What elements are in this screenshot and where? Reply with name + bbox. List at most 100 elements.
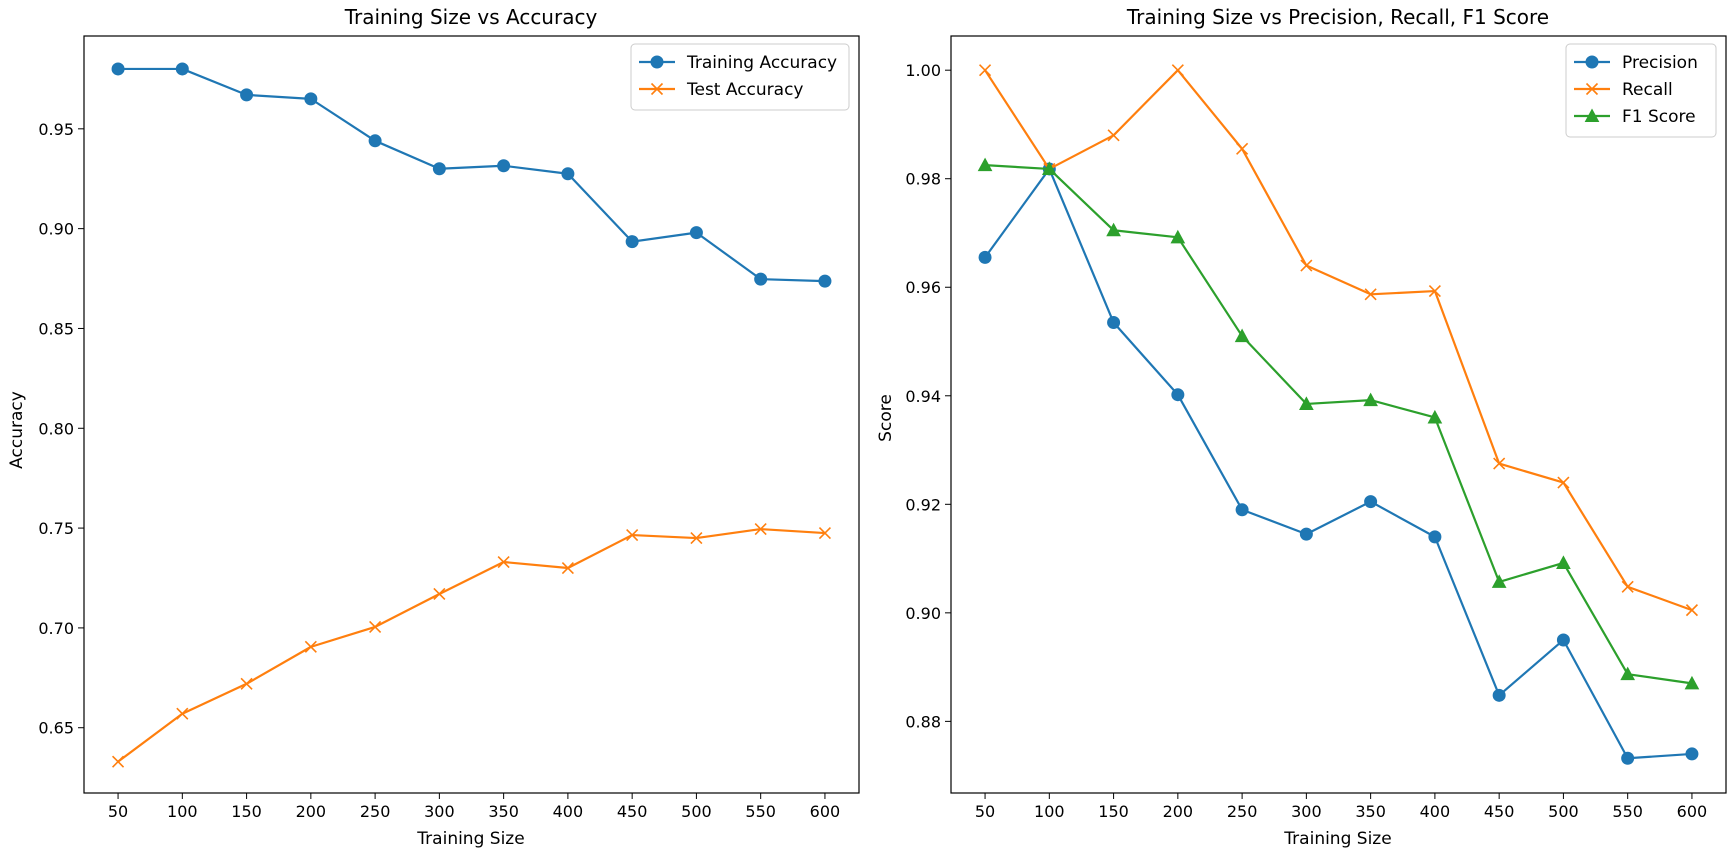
data-point — [1621, 751, 1635, 765]
x-tick-label: 600 — [1677, 802, 1708, 821]
axes-frame — [83, 35, 860, 794]
data-point — [1235, 503, 1249, 517]
data-point — [1107, 316, 1121, 330]
legend-marker — [1584, 108, 1600, 123]
x-tick-label: 400 — [1420, 802, 1451, 821]
data-point — [1684, 675, 1700, 690]
y-tick-label: 0.75 — [38, 519, 74, 538]
y-axis-label: Accuracy — [7, 391, 27, 469]
x-tick-label: 600 — [810, 802, 841, 821]
data-point — [1620, 666, 1636, 681]
data-point — [1493, 457, 1506, 470]
data-point — [626, 529, 639, 542]
data-point — [977, 157, 993, 172]
data-point — [1300, 259, 1313, 272]
data-point — [111, 755, 125, 768]
data-point — [1428, 284, 1441, 298]
data-point — [304, 92, 318, 106]
data-point — [175, 62, 189, 76]
y-tick-label: 0.90 — [38, 220, 74, 239]
data-point — [1427, 409, 1443, 424]
plot-area: 50 100 150 200 250 300 350 400 450 500 550 600 0.88 0… — [905, 35, 1727, 821]
x-tick-label: 400 — [553, 802, 584, 821]
x-tick-label: 150 — [231, 802, 262, 821]
legend: Precision Recall F1 Score — [1565, 43, 1717, 138]
x-tick-label: 550 — [745, 802, 776, 821]
data-point — [690, 532, 703, 545]
data-point — [1428, 530, 1442, 544]
y-tick-label: 0.88 — [905, 712, 941, 731]
chart-title: Training Size vs Precision, Recall, F1 S… — [1126, 5, 1549, 29]
x-tick-label: 300 — [424, 802, 455, 821]
data-point — [304, 640, 317, 653]
legend-entry: Recall — [1574, 80, 1673, 100]
series-f1-score — [977, 157, 1700, 690]
x-tick-label: 50 — [975, 802, 995, 821]
legend-label: Precision — [1622, 53, 1698, 73]
x-tick-label: 150 — [1098, 802, 1129, 821]
x-axis-label: Training Size — [1283, 829, 1391, 849]
data-point — [1170, 229, 1186, 244]
legend-entry: Training Accuracy — [639, 53, 837, 73]
data-point — [561, 167, 575, 181]
data-point — [368, 134, 382, 148]
legend: Training Accuracy Test Accuracy — [630, 43, 850, 111]
data-point — [1107, 129, 1120, 142]
data-point — [111, 62, 125, 76]
data-point — [978, 64, 992, 77]
y-tick-label: 0.65 — [38, 719, 74, 738]
x-tick-label: 200 — [296, 802, 327, 821]
data-point — [1299, 527, 1313, 541]
legend-label: Training Accuracy — [686, 53, 837, 73]
y-tick-label: 0.95 — [38, 120, 74, 139]
y-axis-label: Score — [876, 394, 896, 442]
legend-box — [1565, 43, 1717, 138]
data-point — [176, 707, 189, 720]
x-tick-label: 450 — [617, 802, 648, 821]
y-tick-label: 1.00 — [905, 61, 941, 80]
y-tick-label: 0.96 — [905, 278, 941, 297]
x-tick-label: 500 — [681, 802, 712, 821]
x-tick-label: 50 — [108, 802, 128, 821]
legend-label: Test Accuracy — [686, 80, 804, 100]
data-point — [754, 523, 767, 536]
x-tick-label: 550 — [1612, 802, 1643, 821]
legend-entry: F1 Score — [1574, 107, 1696, 127]
data-point — [369, 620, 382, 633]
data-point — [1364, 495, 1378, 509]
x-tick-label: 300 — [1291, 802, 1322, 821]
data-point — [1364, 288, 1377, 301]
x-tick-label: 450 — [1484, 802, 1515, 821]
data-point — [1299, 396, 1314, 410]
x-tick-label: 250 — [1227, 802, 1258, 821]
data-point — [1234, 328, 1250, 343]
y-tick-label: 0.94 — [905, 387, 941, 406]
legend-label: Recall — [1622, 80, 1673, 100]
axes-frame — [950, 35, 1727, 794]
legend-marker — [1585, 55, 1599, 69]
data-point — [1041, 161, 1057, 175]
data-point — [497, 555, 510, 569]
data-point — [1685, 604, 1699, 617]
data-point — [818, 274, 832, 288]
legend-entry: Precision — [1574, 53, 1698, 73]
data-point — [1685, 747, 1699, 761]
ticks: 50 100 150 200 250 300 350 400 450 500 550 600 0.65 0… — [38, 120, 840, 821]
data-point — [1491, 574, 1507, 588]
series-line — [984, 167, 1693, 760]
data-point — [1621, 580, 1634, 593]
ticks: 50 100 150 200 250 300 350 400 450 500 550 600 0.88 0… — [905, 61, 1707, 821]
y-tick-label: 0.98 — [905, 170, 941, 189]
x-tick-label: 500 — [1548, 802, 1579, 821]
data-point — [978, 250, 992, 264]
plot-area: 50 100 150 200 250 300 350 400 450 500 550 600 0.65 0… — [38, 35, 860, 821]
data-point — [561, 561, 574, 575]
data-point — [818, 527, 832, 540]
series-line — [118, 67, 825, 283]
data-point — [1557, 476, 1570, 489]
data-point — [1106, 222, 1121, 237]
data-point — [1556, 633, 1570, 647]
data-point — [1492, 688, 1506, 702]
